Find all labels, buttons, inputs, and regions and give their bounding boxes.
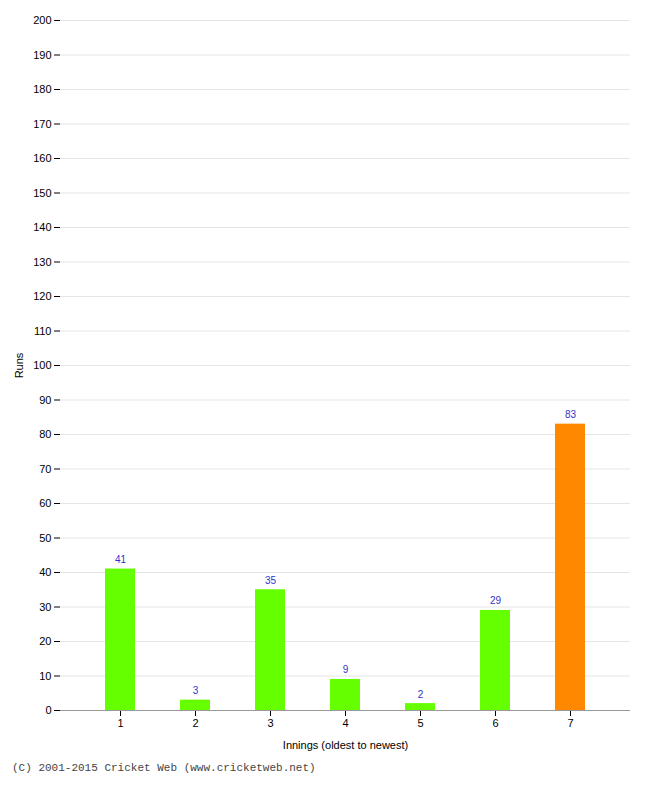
- svg-text:60: 60: [39, 497, 51, 509]
- html-text:(C) 2001-2015 Cricket Web (www: (C) 2001-2015 Cricket Web (www.cricketwe…: [12, 762, 316, 774]
- svg-text:70: 70: [39, 463, 51, 475]
- svg-text:10: 10: [39, 670, 51, 682]
- svg-text:80: 80: [39, 428, 51, 440]
- svg-text:20: 20: [39, 635, 51, 647]
- svg-text:90: 90: [39, 394, 51, 406]
- svg-text:6: 6: [492, 717, 498, 729]
- svg-text:2: 2: [192, 717, 198, 729]
- svg-text:3: 3: [267, 717, 273, 729]
- svg-text:120: 120: [33, 290, 51, 302]
- svg-text:100: 100: [33, 359, 51, 371]
- svg-text:50: 50: [39, 532, 51, 544]
- svg-text:30: 30: [39, 601, 51, 613]
- svg-text:41: 41: [115, 554, 127, 565]
- svg-text:190: 190: [33, 49, 51, 61]
- svg-text:130: 130: [33, 256, 51, 268]
- svg-text:3: 3: [193, 685, 199, 696]
- svg-text:0: 0: [45, 704, 51, 716]
- svg-text:83: 83: [565, 409, 577, 420]
- svg-text:Innings (oldest to newest): Innings (oldest to newest): [283, 739, 408, 751]
- svg-text:180: 180: [33, 83, 51, 95]
- svg-text:Runs: Runs: [13, 352, 25, 378]
- svg-text:160: 160: [33, 152, 51, 164]
- svg-text:2: 2: [418, 689, 424, 700]
- svg-text:1: 1: [117, 717, 123, 729]
- svg-text:4: 4: [342, 717, 348, 729]
- svg-text:140: 140: [33, 221, 51, 233]
- svg-text:200: 200: [33, 14, 51, 26]
- svg-text:7: 7: [567, 717, 573, 729]
- svg-text:5: 5: [417, 717, 423, 729]
- svg-text:9: 9: [343, 664, 349, 675]
- svg-text:35: 35: [265, 575, 277, 586]
- svg-text:170: 170: [33, 118, 51, 130]
- svg-text:110: 110: [34, 325, 52, 337]
- svg-text:40: 40: [39, 566, 51, 578]
- svg-text:29: 29: [490, 595, 502, 606]
- svg-text:150: 150: [33, 187, 51, 199]
